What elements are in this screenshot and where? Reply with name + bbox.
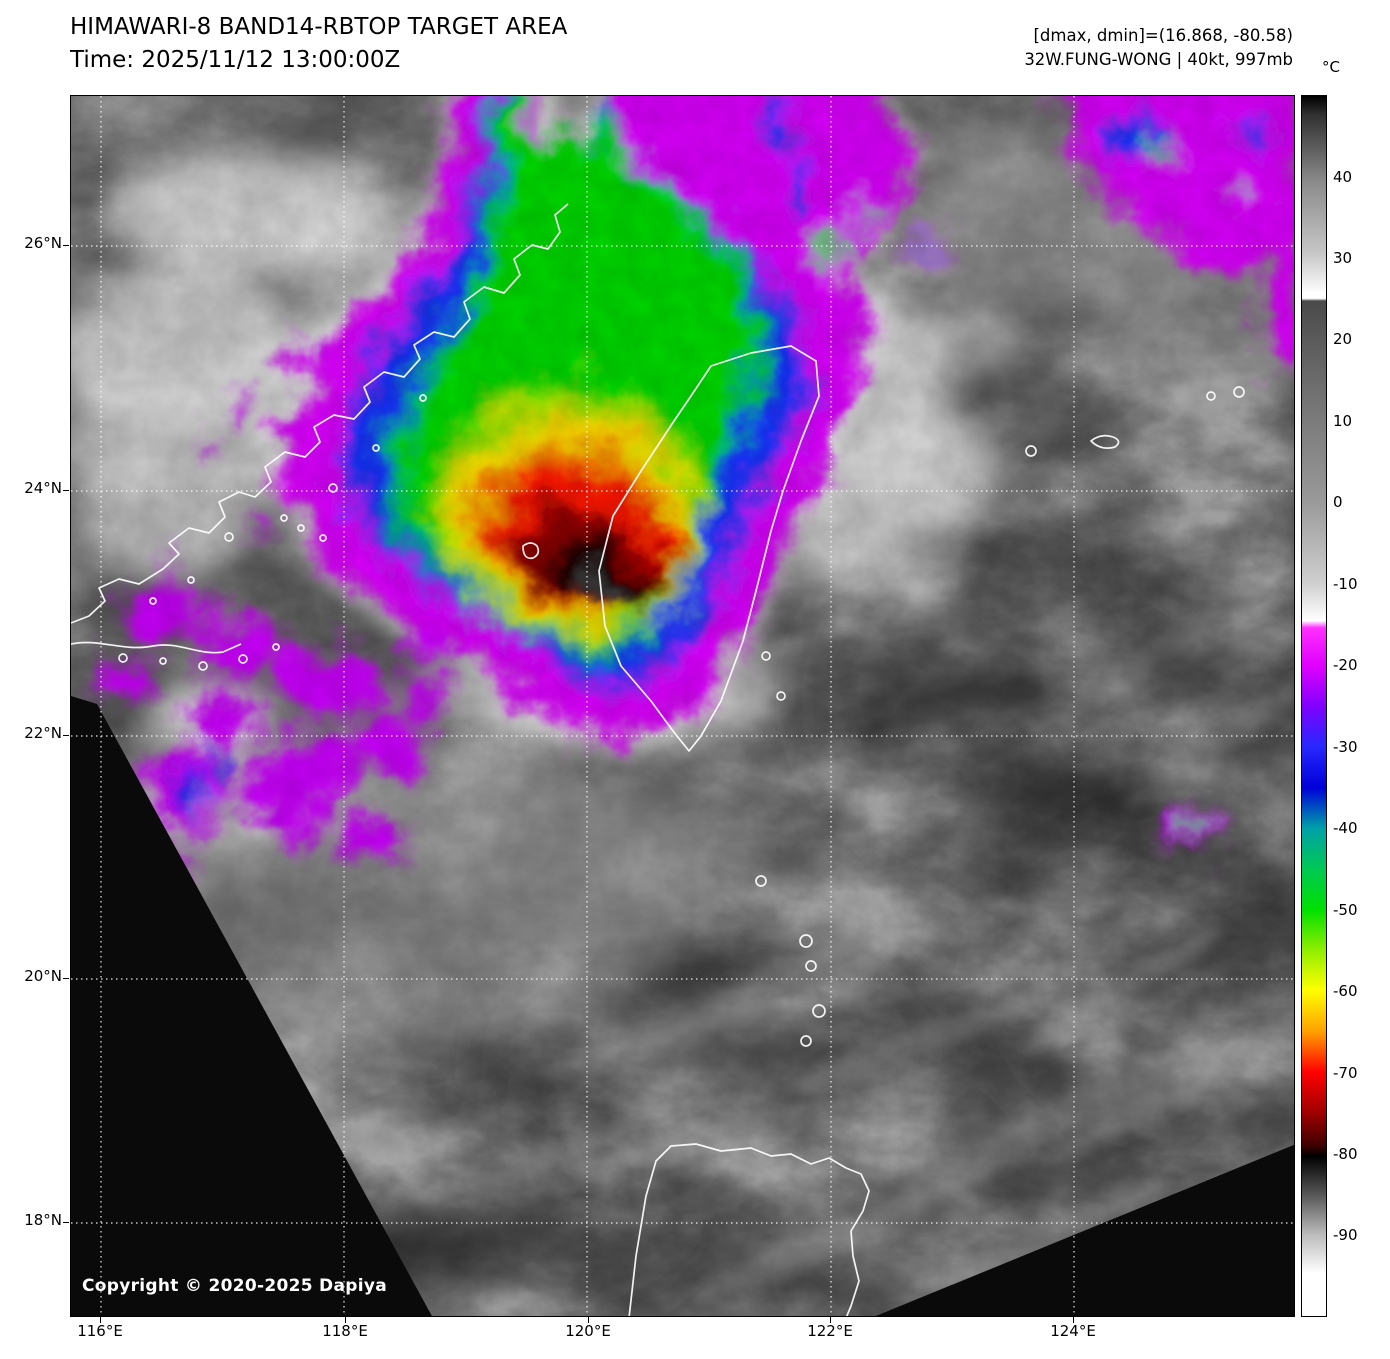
y-axis-tick — [63, 245, 69, 246]
coastline-layer — [71, 203, 1245, 1316]
penghu-islands — [522, 542, 540, 560]
colorbar-tick: -50 — [1333, 901, 1358, 919]
figure-title: HIMAWARI-8 BAND14-RBTOP TARGET AREA — [70, 14, 568, 40]
satellite-map-svg — [71, 96, 1294, 1316]
satellite-map — [70, 95, 1295, 1317]
colorbar-tick: -80 — [1333, 1145, 1358, 1163]
batan-island — [755, 875, 767, 887]
orchid-island — [776, 691, 786, 701]
x-axis-tick — [1073, 1317, 1074, 1323]
lat-label-26n: 26°N — [24, 234, 62, 252]
colorbar-tick: -70 — [1333, 1064, 1358, 1082]
colorbar-tick: -30 — [1333, 738, 1358, 756]
figure-time: Time: 2025/11/12 13:00:00Z — [70, 47, 401, 73]
luzon-coastline — [628, 1143, 870, 1316]
x-axis-tick — [588, 1317, 589, 1323]
y-axis-tick — [63, 735, 69, 736]
green-island — [761, 651, 771, 661]
y-axis-tick — [63, 1222, 69, 1223]
lon-label-122e: 122°E — [807, 1322, 853, 1340]
header-info: [dmax, dmin]=(16.868, -80.58) 32W.FUNG-W… — [1024, 24, 1293, 72]
copyright-watermark: Copyright © 2020-2025 Dapiya — [82, 1276, 387, 1296]
ishigaki-island — [1090, 434, 1120, 449]
colorbar-unit-label: °C — [1322, 58, 1340, 76]
colorbar-tick: -60 — [1333, 982, 1358, 1000]
colorbar-tick: 40 — [1333, 168, 1353, 186]
colorbar-tick: -40 — [1333, 819, 1358, 837]
dmax-dmin-readout: [dmax, dmin]=(16.868, -80.58) — [1033, 26, 1294, 45]
colorbar — [1301, 95, 1327, 1317]
colorbar-tick: -10 — [1333, 575, 1358, 593]
scan-edge-mask — [71, 696, 1294, 1316]
storm-info: 32W.FUNG-WONG | 40kt, 997mb — [1024, 50, 1293, 69]
lat-label-22n: 22°N — [24, 724, 62, 742]
lon-label-120e: 120°E — [565, 1322, 611, 1340]
lon-label-118e: 118°E — [322, 1322, 368, 1340]
colorbar-tick: -20 — [1333, 656, 1358, 674]
lat-label-24n: 24°N — [24, 479, 62, 497]
x-axis-tick — [345, 1317, 346, 1323]
x-axis-tick — [830, 1317, 831, 1323]
lat-label-20n: 20°N — [24, 967, 62, 985]
colorbar-tick: 10 — [1333, 412, 1353, 430]
x-axis-tick — [100, 1317, 101, 1323]
y-axis-tick — [63, 978, 69, 979]
south-china-coastline — [71, 641, 242, 654]
y-axis-tick — [63, 490, 69, 491]
lon-label-116e: 116°E — [77, 1322, 123, 1340]
colorbar-tick: -90 — [1333, 1226, 1358, 1244]
china-coastline — [71, 203, 569, 624]
colorbar-tick: 20 — [1333, 330, 1353, 348]
taiwan-coastline — [598, 345, 820, 752]
gridline-layer — [71, 96, 1294, 1316]
colorbar-tick: 0 — [1333, 493, 1343, 511]
colorbar-tick: 30 — [1333, 249, 1353, 267]
lat-label-18n: 18°N — [24, 1211, 62, 1229]
lon-label-124e: 124°E — [1050, 1322, 1096, 1340]
